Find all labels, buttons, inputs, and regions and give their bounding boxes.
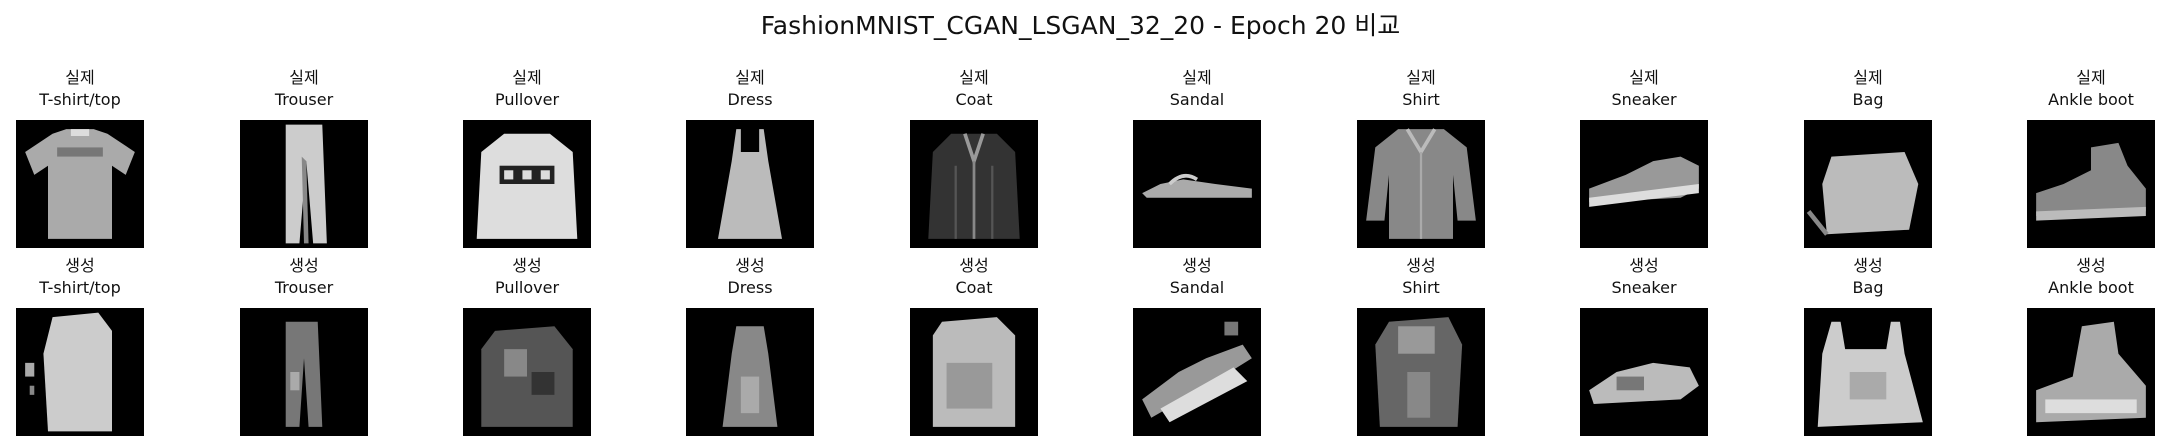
generated-ankle-boot-image <box>2027 308 2155 436</box>
class-label: Pullover <box>494 278 560 297</box>
class-label: Coat <box>955 90 993 109</box>
class-label: Coat <box>955 278 993 297</box>
class-label: Pullover <box>494 90 560 109</box>
class-label: Ankle boot <box>2048 278 2134 297</box>
row-label: 실제 <box>1406 68 1436 87</box>
row-label: 실제 <box>65 68 95 87</box>
row-label: 실제 <box>1182 68 1212 87</box>
generated-sandal-image <box>1133 308 1261 436</box>
row-label: 생성 <box>959 256 989 275</box>
real-sandal-image <box>1133 120 1261 248</box>
generated-dress-image <box>686 308 814 436</box>
row-label: 생성 <box>289 256 319 275</box>
row-label: 생성 <box>1182 256 1212 275</box>
figure-title: FashionMNIST_CGAN_LSGAN_32_20 - Epoch 20… <box>760 11 1401 40</box>
class-label: Sneaker <box>1611 90 1677 109</box>
class-label: Shirt <box>1402 90 1440 109</box>
real-ankle-boot-image <box>2027 120 2155 248</box>
class-label: Bag <box>1852 278 1884 297</box>
real-sneaker-image <box>1580 120 1708 248</box>
row-label: 생성 <box>735 256 765 275</box>
class-label: Sneaker <box>1611 278 1677 297</box>
class-label: Dress <box>727 278 773 297</box>
row-label: 실제 <box>512 68 542 87</box>
real-pullover-image <box>463 120 591 248</box>
row-label: 생성 <box>1853 256 1883 275</box>
class-label: Sandal <box>1169 278 1225 297</box>
class-label: Bag <box>1852 90 1884 109</box>
row-label: 실제 <box>1853 68 1883 87</box>
row-label: 생성 <box>1406 256 1436 275</box>
real-shirt-image <box>1357 120 1485 248</box>
class-label: T-shirt/top <box>39 90 121 109</box>
row-label: 생성 <box>65 256 95 275</box>
row-label: 생성 <box>2076 256 2106 275</box>
row-label: 생성 <box>512 256 542 275</box>
row-label: 실제 <box>735 68 765 87</box>
generated-pullover-image <box>463 308 591 436</box>
generated-shirt-image <box>1357 308 1485 436</box>
real-dress-image <box>686 120 814 248</box>
real-bag-image <box>1804 120 1932 248</box>
class-label: Dress <box>727 90 773 109</box>
class-label: Trouser <box>274 278 334 297</box>
generated-bag-image <box>1804 308 1932 436</box>
row-label: 실제 <box>289 68 319 87</box>
real-coat-image <box>910 120 1038 248</box>
generated-sneaker-image <box>1580 308 1708 436</box>
class-label: Shirt <box>1402 278 1440 297</box>
class-label: Sandal <box>1169 90 1225 109</box>
generated-coat-image <box>910 308 1038 436</box>
generated-trouser-image <box>240 308 368 436</box>
real-tshirt-image <box>16 120 144 248</box>
row-label: 실제 <box>1629 68 1659 87</box>
class-label: T-shirt/top <box>39 278 121 297</box>
real-trouser-image <box>240 120 368 248</box>
row-label: 실제 <box>959 68 989 87</box>
class-label: Trouser <box>274 90 334 109</box>
generated-tshirt-image <box>16 308 144 436</box>
row-label: 실제 <box>2076 68 2106 87</box>
row-label: 생성 <box>1629 256 1659 275</box>
class-label: Ankle boot <box>2048 90 2134 109</box>
